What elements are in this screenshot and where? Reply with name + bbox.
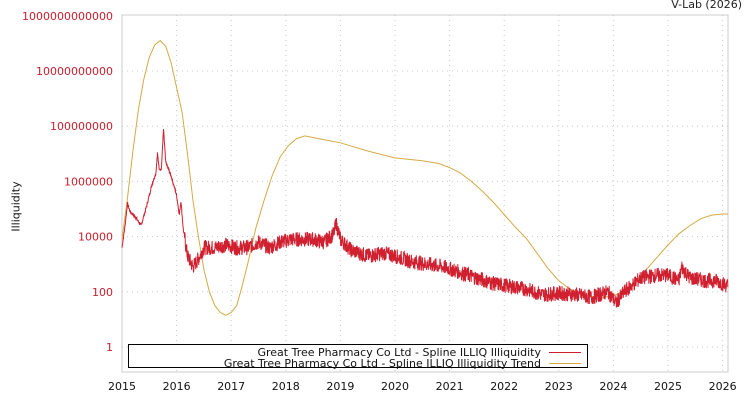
x-axis-tick-labels: 2015 2016 2017 2018 2019 2020 2021 2022 2023 2024… bbox=[108, 380, 737, 393]
y-tick-label: 1 bbox=[106, 341, 113, 354]
legend-swatch-gold bbox=[549, 363, 581, 364]
y-axis-tick-labels: 1 100 10000 1000000 100000000 10000000000 1000… bbox=[22, 10, 113, 354]
legend-item-trend: Great Tree Pharmacy Co Ltd - Spline ILLI… bbox=[224, 357, 581, 370]
x-tick-label: 2023 bbox=[545, 380, 573, 393]
plot-area bbox=[121, 14, 729, 373]
x-tick-label: 2016 bbox=[163, 380, 191, 393]
legend-label: Great Tree Pharmacy Co Ltd - Spline ILLI… bbox=[223, 357, 541, 370]
y-tick-label: 10000000000 bbox=[36, 65, 113, 78]
x-tick-label: 2021 bbox=[436, 380, 464, 393]
legend-item-illiquidity: Great Tree Pharmacy Co Ltd - Spline ILLI… bbox=[257, 346, 581, 359]
legend-swatch-red bbox=[549, 352, 581, 353]
x-tick-label: 2024 bbox=[599, 380, 627, 393]
y-tick-label: 1000000000000 bbox=[22, 10, 113, 23]
legend: Great Tree Pharmacy Co Ltd - Spline ILLI… bbox=[128, 344, 588, 370]
illiquidity-series-line bbox=[121, 129, 729, 308]
x-tick-label: 2015 bbox=[108, 380, 136, 393]
x-tick-label: 2017 bbox=[217, 380, 245, 393]
x-tick-label: 2020 bbox=[381, 380, 409, 393]
x-tick-label: 2026 bbox=[709, 380, 737, 393]
x-tick-label: 2025 bbox=[654, 380, 682, 393]
y-axis-label: Illiquidity bbox=[9, 181, 23, 232]
y-tick-label: 10000 bbox=[78, 231, 113, 244]
x-tick-label: 2019 bbox=[326, 380, 354, 393]
y-tick-label: 100000000 bbox=[50, 120, 113, 133]
trend-series-line bbox=[121, 39, 729, 316]
x-tick-label: 2018 bbox=[272, 380, 300, 393]
y-tick-label: 1000000 bbox=[64, 175, 113, 188]
x-tick-label: 2022 bbox=[490, 380, 518, 393]
source-credit: V-Lab (2026) bbox=[671, 0, 742, 11]
legend-label: Great Tree Pharmacy Co Ltd - Spline ILLI… bbox=[257, 346, 541, 359]
y-tick-label: 100 bbox=[92, 286, 113, 299]
